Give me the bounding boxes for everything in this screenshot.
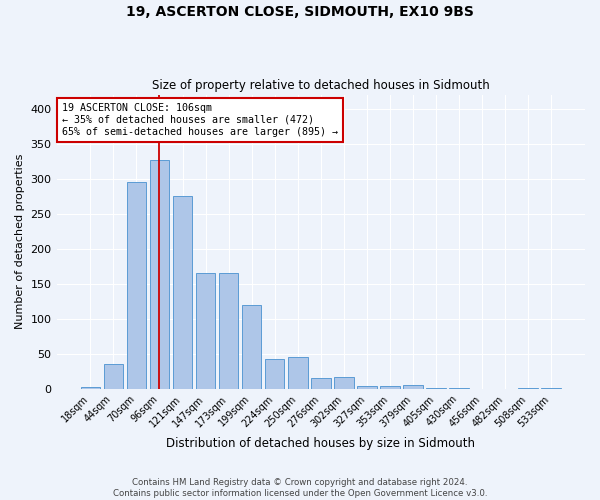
Bar <box>104 364 123 389</box>
Bar <box>80 388 100 389</box>
Bar <box>380 386 400 389</box>
Bar <box>426 388 446 389</box>
Bar <box>288 358 308 389</box>
Bar <box>265 359 284 389</box>
Text: 19 ASCERTON CLOSE: 106sqm
← 35% of detached houses are smaller (472)
65% of semi: 19 ASCERTON CLOSE: 106sqm ← 35% of detac… <box>62 104 338 136</box>
Bar <box>357 386 377 389</box>
Bar <box>541 388 561 389</box>
Bar <box>149 160 169 389</box>
Bar <box>334 377 353 389</box>
Bar <box>219 274 238 389</box>
Bar <box>403 386 423 389</box>
X-axis label: Distribution of detached houses by size in Sidmouth: Distribution of detached houses by size … <box>166 437 475 450</box>
Text: 19, ASCERTON CLOSE, SIDMOUTH, EX10 9BS: 19, ASCERTON CLOSE, SIDMOUTH, EX10 9BS <box>126 5 474 19</box>
Bar <box>127 182 146 389</box>
Bar <box>449 388 469 389</box>
Title: Size of property relative to detached houses in Sidmouth: Size of property relative to detached ho… <box>152 79 490 92</box>
Y-axis label: Number of detached properties: Number of detached properties <box>15 154 25 330</box>
Bar <box>242 305 262 389</box>
Bar <box>196 274 215 389</box>
Bar <box>311 378 331 389</box>
Bar <box>518 388 538 389</box>
Bar <box>173 196 193 389</box>
Text: Contains HM Land Registry data © Crown copyright and database right 2024.
Contai: Contains HM Land Registry data © Crown c… <box>113 478 487 498</box>
